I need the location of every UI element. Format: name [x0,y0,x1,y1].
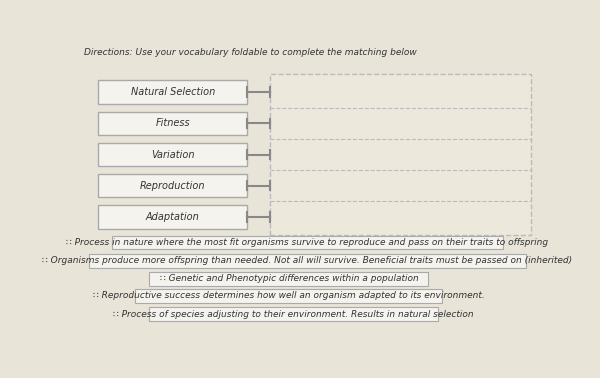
FancyBboxPatch shape [98,112,247,135]
FancyBboxPatch shape [98,174,247,197]
FancyBboxPatch shape [98,143,247,166]
Text: Variation: Variation [151,150,194,160]
Text: Fitness: Fitness [155,118,190,128]
Text: ∷ Reproductive success determines how well an organism adapted to its environmen: ∷ Reproductive success determines how we… [93,291,485,301]
FancyBboxPatch shape [149,307,438,321]
Text: Adaptation: Adaptation [146,212,200,222]
Text: ∷ Process of species adjusting to their environment. Results in natural selectio: ∷ Process of species adjusting to their … [113,310,474,319]
FancyBboxPatch shape [112,236,503,249]
Text: Directions: Use your vocabulary foldable to complete the matching below: Directions: Use your vocabulary foldable… [84,48,417,57]
FancyBboxPatch shape [149,272,428,286]
Text: Natural Selection: Natural Selection [131,87,215,97]
FancyBboxPatch shape [89,254,526,268]
FancyBboxPatch shape [136,289,442,303]
FancyBboxPatch shape [98,205,247,229]
Text: ∷ Organisms produce more offspring than needed. Not all will survive. Beneficial: ∷ Organisms produce more offspring than … [43,256,572,265]
Text: ∷ Genetic and Phenotypic differences within a population: ∷ Genetic and Phenotypic differences wit… [160,274,418,284]
Text: Reproduction: Reproduction [140,181,205,191]
FancyBboxPatch shape [98,81,247,104]
Text: ∷ Process in nature where the most fit organisms survive to reproduce and pass o: ∷ Process in nature where the most fit o… [67,238,548,247]
FancyBboxPatch shape [270,74,531,234]
